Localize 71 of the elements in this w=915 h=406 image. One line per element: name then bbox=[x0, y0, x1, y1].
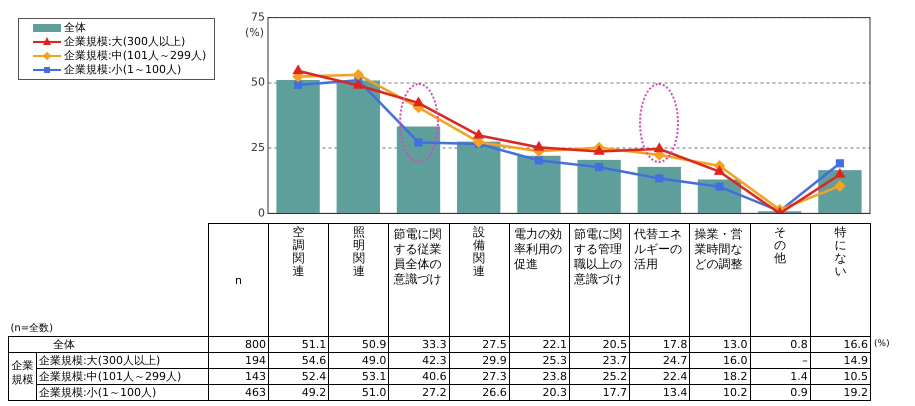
x-tick-label: 設備関連 bbox=[473, 225, 486, 278]
data-label: 22.4 bbox=[630, 368, 690, 384]
text: 企業規模 bbox=[8, 352, 36, 400]
text: 194 bbox=[208, 352, 269, 368]
data-label: 13.0 bbox=[690, 336, 750, 352]
data-label: 10.2 bbox=[690, 384, 750, 400]
data-label: 29.9 bbox=[449, 352, 510, 368]
text: (%) bbox=[874, 338, 890, 351]
data-label: 20.3 bbox=[509, 384, 570, 400]
x-tick-label: 照明関連 bbox=[352, 225, 365, 278]
text: 800 bbox=[208, 336, 269, 352]
data-label: 16.0 bbox=[690, 352, 750, 368]
data-label: 51.0 bbox=[328, 384, 389, 400]
data-label: 1.4 bbox=[750, 368, 810, 384]
data-label: 51.1 bbox=[268, 336, 329, 352]
y-axis-title: (%) bbox=[244, 26, 264, 39]
y-tick-label: 0 bbox=[258, 206, 265, 220]
x-tick-label: その他 bbox=[774, 225, 786, 265]
data-label: 27.5 bbox=[449, 336, 510, 352]
data-label: 25.3 bbox=[509, 352, 570, 368]
data-label: 24.7 bbox=[630, 352, 690, 368]
data-label: 19.2 bbox=[810, 384, 870, 400]
legend-label: 企業規模:中(101人～299人) bbox=[64, 49, 206, 63]
text: 企業規模:大(300人以上) bbox=[39, 354, 160, 367]
text: (n=全数) bbox=[8, 224, 209, 336]
data-label: 49.0 bbox=[328, 352, 389, 368]
x-tick-label: 特にない bbox=[834, 225, 846, 278]
data-label: 49.2 bbox=[268, 384, 329, 400]
legend-label: 企業規模:大(300人以上) bbox=[64, 35, 186, 49]
data-label: 0.9 bbox=[750, 384, 810, 400]
data-label: 23.8 bbox=[509, 368, 570, 384]
data-label: 16.6 bbox=[810, 336, 870, 352]
data-label: 18.2 bbox=[690, 368, 750, 384]
x-tick-label: 操業・営業時間などの調整 bbox=[693, 226, 744, 273]
x-tick-label: 節電に関する管理職以上の意識づけ bbox=[572, 226, 623, 288]
data-label: 17.7 bbox=[569, 384, 630, 400]
data-label: 20.5 bbox=[569, 336, 630, 352]
x-tick-label: 節電に関する従業員全体の意識づけ bbox=[392, 226, 442, 288]
data-label: 27.2 bbox=[388, 384, 450, 400]
data-label: 17.8 bbox=[630, 336, 690, 352]
text: 企業規模:中(101人～299人) bbox=[39, 370, 182, 383]
y-tick-label: 25 bbox=[251, 140, 265, 154]
legend-label: 全体 bbox=[64, 21, 86, 35]
y-tick-label: 75 bbox=[251, 10, 265, 24]
x-tick-label: 空調関連 bbox=[292, 225, 305, 278]
text: 143 bbox=[208, 368, 269, 384]
data-label: 10.5 bbox=[810, 368, 870, 384]
text: 463 bbox=[208, 384, 269, 400]
data-label: 53.1 bbox=[328, 368, 389, 384]
data-label: – bbox=[750, 352, 810, 368]
data-label: 14.9 bbox=[810, 352, 870, 368]
data-label: 25.2 bbox=[569, 368, 630, 384]
data-label: 42.3 bbox=[388, 352, 450, 368]
data-label: 33.3 bbox=[388, 336, 450, 352]
legend-label: 企業規模:小(1～100人) bbox=[64, 63, 182, 77]
y-tick-label: 50 bbox=[251, 76, 265, 89]
data-label: 54.6 bbox=[268, 352, 329, 368]
data-label: 23.7 bbox=[569, 352, 630, 368]
data-label: 13.4 bbox=[630, 384, 690, 400]
text: 全体 bbox=[53, 338, 75, 351]
x-tick-label: 代替エネルギーの活用 bbox=[633, 226, 684, 273]
data-label: 50.9 bbox=[328, 336, 389, 352]
data-label: 40.6 bbox=[388, 368, 450, 384]
data-label: 22.1 bbox=[509, 336, 570, 352]
x-tick-label: 電力の効率利用の促進 bbox=[512, 226, 563, 273]
data-label: 27.3 bbox=[449, 368, 510, 384]
data-label: 0.8 bbox=[750, 336, 810, 352]
data-label: 26.6 bbox=[449, 384, 510, 400]
text: n bbox=[208, 224, 269, 336]
text: 企業規模:小(1～100人) bbox=[39, 386, 156, 399]
data-label: 52.4 bbox=[268, 368, 329, 384]
